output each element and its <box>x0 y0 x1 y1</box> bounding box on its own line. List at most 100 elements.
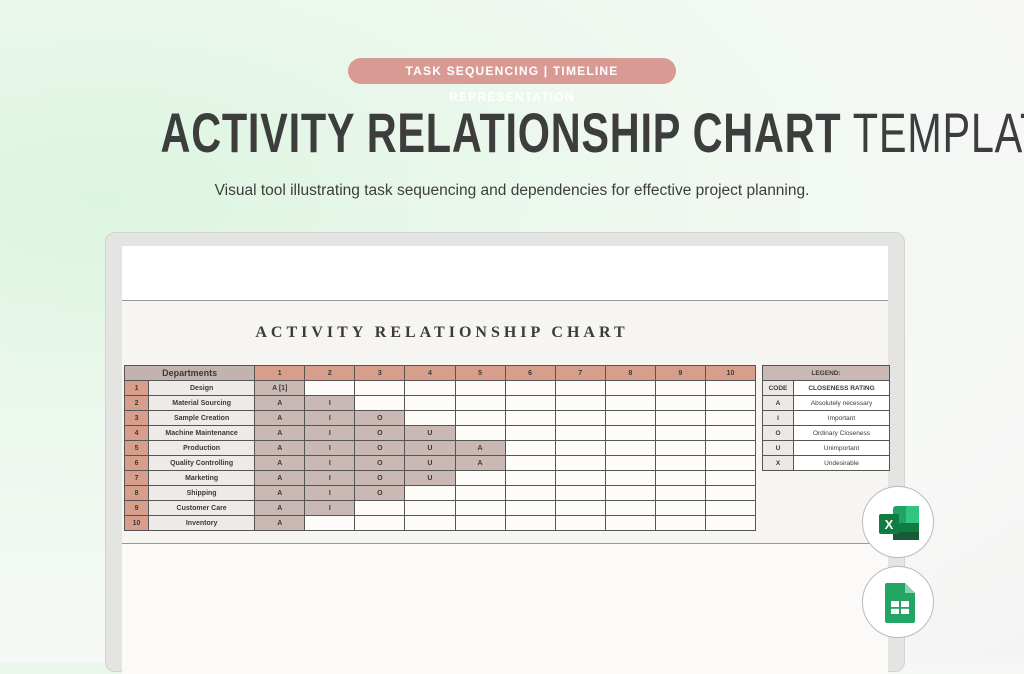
relationship-cell[interactable]: O <box>354 470 406 486</box>
relationship-cell[interactable]: I <box>304 395 356 411</box>
empty-cell[interactable] <box>404 500 456 516</box>
empty-cell[interactable] <box>354 515 406 531</box>
empty-cell[interactable] <box>454 410 506 426</box>
empty-cell[interactable] <box>354 395 406 411</box>
empty-cell[interactable] <box>654 515 706 531</box>
google-sheets-badge[interactable] <box>862 566 934 638</box>
empty-cell[interactable] <box>704 485 757 501</box>
empty-cell[interactable] <box>654 425 706 441</box>
relationship-cell[interactable]: O <box>354 425 406 441</box>
department-name[interactable]: Shipping <box>148 485 256 501</box>
relationship-cell[interactable]: I <box>304 470 356 486</box>
relationship-cell[interactable]: A [1] <box>254 380 306 396</box>
empty-cell[interactable] <box>554 455 606 471</box>
empty-cell[interactable] <box>454 470 506 486</box>
relationship-cell[interactable]: A <box>254 455 306 471</box>
empty-cell[interactable] <box>604 485 656 501</box>
relationship-cell[interactable]: A <box>454 455 506 471</box>
empty-cell[interactable] <box>454 515 506 531</box>
empty-cell[interactable] <box>304 515 356 531</box>
relationship-cell[interactable]: O <box>354 485 406 501</box>
empty-cell[interactable] <box>654 500 706 516</box>
empty-cell[interactable] <box>554 500 606 516</box>
empty-cell[interactable] <box>604 470 656 486</box>
empty-cell[interactable] <box>554 485 606 501</box>
empty-cell[interactable] <box>704 500 757 516</box>
relationship-cell[interactable]: A <box>254 470 306 486</box>
empty-cell[interactable] <box>604 395 656 411</box>
empty-cell[interactable] <box>704 395 757 411</box>
empty-cell[interactable] <box>654 380 706 396</box>
department-name[interactable]: Material Sourcing <box>148 395 256 411</box>
empty-cell[interactable] <box>554 515 606 531</box>
relationship-cell[interactable]: I <box>304 410 356 426</box>
empty-cell[interactable] <box>454 395 506 411</box>
relationship-cell[interactable]: O <box>354 455 406 471</box>
empty-cell[interactable] <box>654 395 706 411</box>
empty-cell[interactable] <box>704 515 757 531</box>
empty-cell[interactable] <box>504 515 556 531</box>
empty-cell[interactable] <box>554 425 606 441</box>
relationship-cell[interactable]: I <box>304 440 356 456</box>
empty-cell[interactable] <box>654 410 706 426</box>
empty-cell[interactable] <box>554 410 606 426</box>
department-name[interactable]: Sample Creation <box>148 410 256 426</box>
empty-cell[interactable] <box>604 425 656 441</box>
department-name[interactable]: Marketing <box>148 470 256 486</box>
empty-cell[interactable] <box>704 380 757 396</box>
relationship-cell[interactable]: A <box>254 500 306 516</box>
relationship-cell[interactable]: A <box>254 410 306 426</box>
empty-cell[interactable] <box>354 380 406 396</box>
department-name[interactable]: Inventory <box>148 515 256 531</box>
empty-cell[interactable] <box>404 410 456 426</box>
relationship-cell[interactable]: O <box>354 410 406 426</box>
empty-cell[interactable] <box>404 485 456 501</box>
empty-cell[interactable] <box>704 410 757 426</box>
department-name[interactable]: Machine Maintenance <box>148 425 256 441</box>
empty-cell[interactable] <box>654 455 706 471</box>
relationship-cell[interactable]: I <box>304 485 356 501</box>
empty-cell[interactable] <box>454 500 506 516</box>
empty-cell[interactable] <box>404 380 456 396</box>
relationship-cell[interactable]: A <box>254 515 306 531</box>
empty-cell[interactable] <box>554 440 606 456</box>
empty-cell[interactable] <box>704 470 757 486</box>
relationship-cell[interactable]: A <box>454 440 506 456</box>
empty-cell[interactable] <box>604 380 656 396</box>
empty-cell[interactable] <box>404 395 456 411</box>
empty-cell[interactable] <box>504 440 556 456</box>
relationship-cell[interactable]: I <box>304 500 356 516</box>
empty-cell[interactable] <box>304 380 356 396</box>
empty-cell[interactable] <box>704 425 757 441</box>
empty-cell[interactable] <box>504 455 556 471</box>
empty-cell[interactable] <box>404 515 456 531</box>
relationship-cell[interactable]: A <box>254 440 306 456</box>
relationship-cell[interactable]: U <box>404 425 456 441</box>
department-name[interactable]: Production <box>148 440 256 456</box>
relationship-cell[interactable]: A <box>254 395 306 411</box>
relationship-cell[interactable]: I <box>304 455 356 471</box>
empty-cell[interactable] <box>454 425 506 441</box>
empty-cell[interactable] <box>704 440 757 456</box>
relationship-cell[interactable]: U <box>404 455 456 471</box>
relationship-cell[interactable]: U <box>404 470 456 486</box>
empty-cell[interactable] <box>454 485 506 501</box>
empty-cell[interactable] <box>704 455 757 471</box>
empty-cell[interactable] <box>604 455 656 471</box>
empty-cell[interactable] <box>504 500 556 516</box>
empty-cell[interactable] <box>554 395 606 411</box>
empty-cell[interactable] <box>604 440 656 456</box>
empty-cell[interactable] <box>654 440 706 456</box>
empty-cell[interactable] <box>504 410 556 426</box>
empty-cell[interactable] <box>504 425 556 441</box>
relationship-cell[interactable]: A <box>254 485 306 501</box>
empty-cell[interactable] <box>604 515 656 531</box>
empty-cell[interactable] <box>504 380 556 396</box>
empty-cell[interactable] <box>604 410 656 426</box>
empty-cell[interactable] <box>554 470 606 486</box>
relationship-cell[interactable]: I <box>304 425 356 441</box>
empty-cell[interactable] <box>504 470 556 486</box>
empty-cell[interactable] <box>654 470 706 486</box>
relationship-cell[interactable]: A <box>254 425 306 441</box>
empty-cell[interactable] <box>654 485 706 501</box>
